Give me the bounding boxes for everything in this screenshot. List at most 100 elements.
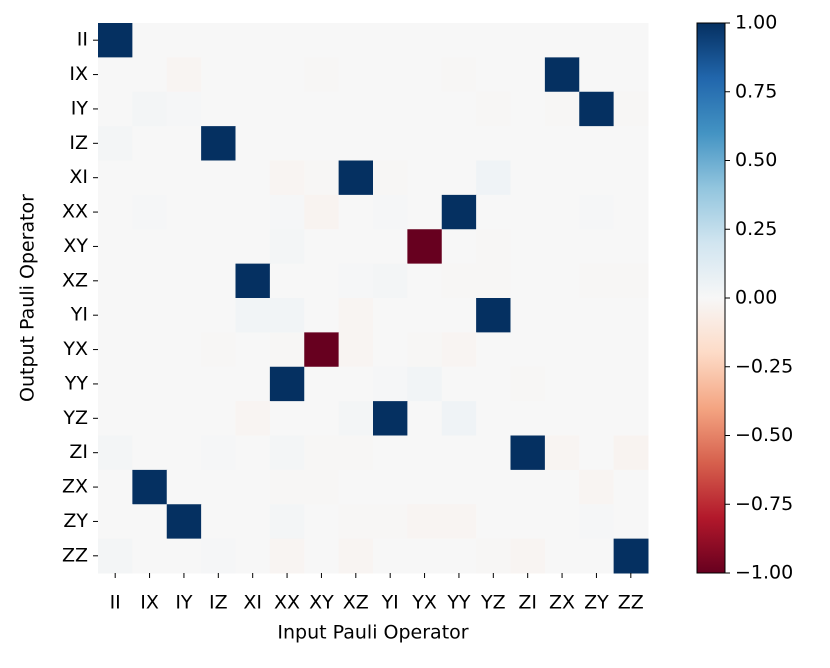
heatmap-cell bbox=[476, 366, 511, 402]
heatmap-cell bbox=[132, 469, 168, 505]
heatmap-cell bbox=[544, 126, 580, 161]
heatmap-cell bbox=[201, 263, 236, 299]
heatmap-cell bbox=[544, 366, 580, 402]
heatmap-cell bbox=[476, 23, 511, 58]
y-tick-label: ZZ bbox=[62, 544, 88, 566]
heatmap-cell bbox=[338, 401, 374, 436]
heatmap-cell bbox=[441, 23, 477, 58]
heatmap-cell bbox=[544, 469, 580, 505]
heatmap-cell bbox=[476, 126, 511, 161]
heatmap-cell bbox=[373, 469, 408, 505]
y-tick-label: IY bbox=[71, 97, 89, 119]
heatmap-cell bbox=[304, 538, 340, 574]
heatmap-cell bbox=[579, 298, 615, 333]
heatmap-cell bbox=[235, 91, 271, 127]
heatmap-cell bbox=[201, 332, 236, 368]
heatmap-cell bbox=[235, 366, 271, 402]
heatmap-cell bbox=[98, 194, 133, 230]
heatmap-cell bbox=[441, 401, 477, 436]
heatmap-cell bbox=[338, 91, 374, 127]
heatmap-cell bbox=[98, 229, 133, 265]
x-tick-label: YI bbox=[381, 592, 399, 614]
heatmap-cell bbox=[544, 91, 580, 127]
heatmap-cell bbox=[441, 263, 477, 299]
heatmap-cell bbox=[373, 332, 408, 368]
heatmap-cell bbox=[201, 435, 236, 471]
heatmap-cell bbox=[373, 194, 408, 230]
heatmap-cell bbox=[201, 126, 236, 161]
heatmap-cell bbox=[373, 504, 408, 540]
heatmap-cell bbox=[441, 160, 477, 196]
heatmap-cell bbox=[166, 401, 202, 436]
heatmap-cell bbox=[201, 229, 236, 265]
heatmap-cell bbox=[166, 298, 202, 333]
heatmap-cell bbox=[235, 263, 271, 299]
heatmap-cell bbox=[166, 435, 202, 471]
heatmap-cell bbox=[132, 229, 168, 265]
heatmap-cell bbox=[235, 23, 271, 58]
heatmap-cell bbox=[269, 194, 305, 230]
y-tick-label: ZX bbox=[62, 476, 88, 498]
heatmap-cell bbox=[579, 332, 615, 368]
heatmap-cell bbox=[132, 194, 168, 230]
heatmap-cell bbox=[613, 160, 649, 196]
heatmap-cell bbox=[304, 504, 340, 540]
heatmap-cell bbox=[613, 298, 649, 333]
x-tick-label: YY bbox=[446, 592, 471, 614]
heatmap-cell bbox=[407, 366, 443, 402]
heatmap-cell bbox=[613, 57, 649, 93]
heatmap-cell bbox=[373, 435, 408, 471]
heatmap-cell bbox=[579, 57, 615, 93]
heatmap-cell bbox=[579, 435, 615, 471]
heatmap-cell bbox=[201, 194, 236, 230]
heatmap-cell bbox=[132, 538, 168, 574]
heatmap-cell bbox=[132, 57, 168, 93]
x-tick-label: IX bbox=[140, 592, 159, 614]
heatmap-cell bbox=[235, 298, 271, 333]
heatmap-cell bbox=[510, 538, 546, 574]
heatmap-cell bbox=[613, 229, 649, 265]
heatmap-cell bbox=[304, 194, 340, 230]
heatmap-cell bbox=[235, 435, 271, 471]
heatmap-cell bbox=[510, 23, 546, 58]
heatmap-cell bbox=[373, 91, 408, 127]
colorbar-tick-label: −1.00 bbox=[735, 562, 793, 584]
x-tick-label: XX bbox=[274, 592, 300, 614]
y-tick-label: ZY bbox=[63, 510, 88, 532]
heatmap-cell bbox=[544, 332, 580, 368]
heatmap-cell bbox=[510, 366, 546, 402]
heatmap-cell bbox=[269, 229, 305, 265]
heatmap-cell bbox=[407, 332, 443, 368]
heatmap-cell bbox=[166, 332, 202, 368]
heatmap-cell bbox=[510, 160, 546, 196]
heatmap-cell bbox=[544, 504, 580, 540]
heatmap-cell bbox=[441, 126, 477, 161]
heatmap-cell bbox=[235, 504, 271, 540]
heatmap-cell bbox=[373, 229, 408, 265]
heatmap-cell bbox=[166, 469, 202, 505]
heatmap-cell bbox=[373, 160, 408, 196]
heatmap-cell bbox=[441, 366, 477, 402]
heatmap-cell bbox=[166, 160, 202, 196]
heatmap-cell bbox=[510, 298, 546, 333]
heatmap-cell bbox=[235, 229, 271, 265]
heatmap-cell bbox=[132, 366, 168, 402]
heatmap-cell bbox=[544, 229, 580, 265]
heatmap-cell bbox=[304, 229, 340, 265]
heatmap-cell bbox=[613, 435, 649, 471]
heatmap-cell bbox=[304, 57, 340, 93]
heatmap-cell bbox=[407, 435, 443, 471]
heatmap-cell bbox=[132, 401, 168, 436]
heatmap-cell bbox=[338, 435, 374, 471]
x-tick-label: IZ bbox=[209, 592, 228, 614]
heatmap-cell bbox=[407, 194, 443, 230]
heatmap-cell bbox=[201, 504, 236, 540]
heatmap-cell bbox=[98, 366, 133, 402]
heatmap-cell bbox=[441, 504, 477, 540]
heatmap-cell bbox=[338, 366, 374, 402]
heatmap-cell bbox=[613, 194, 649, 230]
heatmap-cell bbox=[304, 23, 340, 58]
heatmap-cell bbox=[510, 332, 546, 368]
heatmap-cell bbox=[304, 263, 340, 299]
y-tick-label: IX bbox=[69, 63, 88, 85]
